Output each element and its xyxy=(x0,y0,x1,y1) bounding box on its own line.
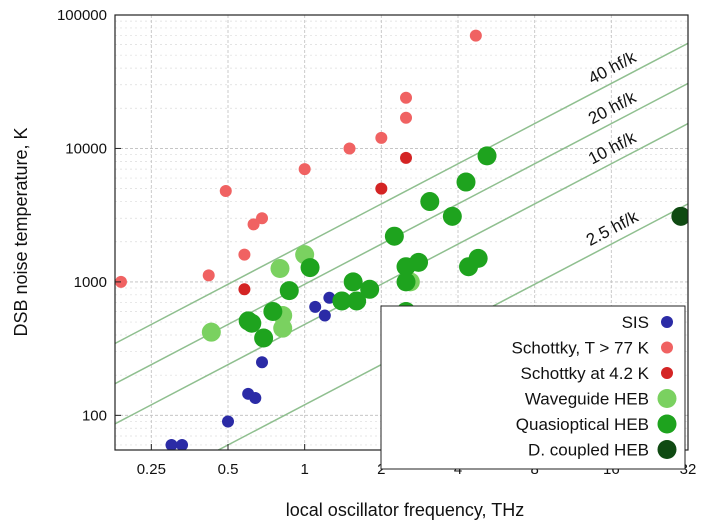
x-tick-label: 0.5 xyxy=(218,461,239,478)
data-point xyxy=(201,322,221,342)
data-point xyxy=(332,291,352,311)
data-point xyxy=(254,328,274,348)
data-point xyxy=(343,142,356,155)
data-point xyxy=(468,248,488,268)
data-point xyxy=(222,415,235,428)
legend-marker xyxy=(661,316,673,328)
data-point xyxy=(238,248,251,261)
data-point xyxy=(256,212,269,225)
data-point xyxy=(671,206,688,226)
data-point xyxy=(420,192,440,212)
data-point xyxy=(247,218,260,231)
reference-line xyxy=(115,42,688,345)
y-tick-label: 10000 xyxy=(65,140,107,157)
legend: SIS Schottky, T > 77 K Schottky at 4.2 K Wa… xyxy=(380,305,686,470)
legend-label: Schottky, T > 77 K xyxy=(512,339,650,358)
data-point xyxy=(242,313,262,333)
legend-marker xyxy=(657,440,677,459)
legend-box xyxy=(380,305,686,470)
data-point xyxy=(238,283,251,296)
y-tick-label: 100000 xyxy=(57,7,107,24)
data-point xyxy=(249,391,262,404)
legend-label: SIS xyxy=(622,313,649,332)
data-point xyxy=(442,206,462,226)
data-point xyxy=(165,438,178,450)
data-point xyxy=(469,29,482,42)
data-point xyxy=(298,163,311,176)
y-axis-title: DSB noise temperature, K xyxy=(11,127,31,336)
data-point xyxy=(384,226,404,246)
data-point xyxy=(279,281,299,301)
data-point xyxy=(400,111,413,124)
legend-label: D. coupled HEB xyxy=(528,441,649,460)
legend-marker xyxy=(661,367,673,379)
data-point xyxy=(323,291,336,304)
data-point xyxy=(396,272,416,292)
legend-marker xyxy=(657,414,677,434)
data-point xyxy=(318,309,331,322)
data-point xyxy=(343,272,363,292)
legend-label: Schottky at 4.2 K xyxy=(520,364,649,383)
y-tick-label: 100 xyxy=(82,407,107,424)
legend-label: Quasioptical HEB xyxy=(516,415,649,434)
data-point xyxy=(202,269,215,282)
x-tick-label: 0.25 xyxy=(137,461,166,478)
data-point xyxy=(375,182,388,195)
data-point xyxy=(270,259,290,279)
data-point xyxy=(273,318,293,338)
data-point xyxy=(347,291,367,311)
data-point xyxy=(219,184,232,197)
x-tick-label: 1 xyxy=(300,461,308,478)
legend-marker xyxy=(657,389,677,408)
x-axis-title: local oscillator frequency, THz xyxy=(286,500,524,520)
data-point xyxy=(309,300,322,313)
legend-label: Waveguide HEB xyxy=(525,390,649,409)
data-point xyxy=(456,172,476,192)
data-point xyxy=(400,91,413,104)
data-point xyxy=(409,252,429,272)
data-point xyxy=(176,438,189,450)
data-point xyxy=(263,302,283,322)
legend-marker xyxy=(661,341,673,354)
data-points xyxy=(115,29,688,450)
data-point xyxy=(256,356,269,369)
data-point xyxy=(477,146,497,166)
data-point xyxy=(400,151,413,164)
y-tick-label: 1000 xyxy=(74,274,107,291)
data-point xyxy=(375,131,388,144)
data-point xyxy=(300,258,320,278)
data-point xyxy=(360,279,380,299)
